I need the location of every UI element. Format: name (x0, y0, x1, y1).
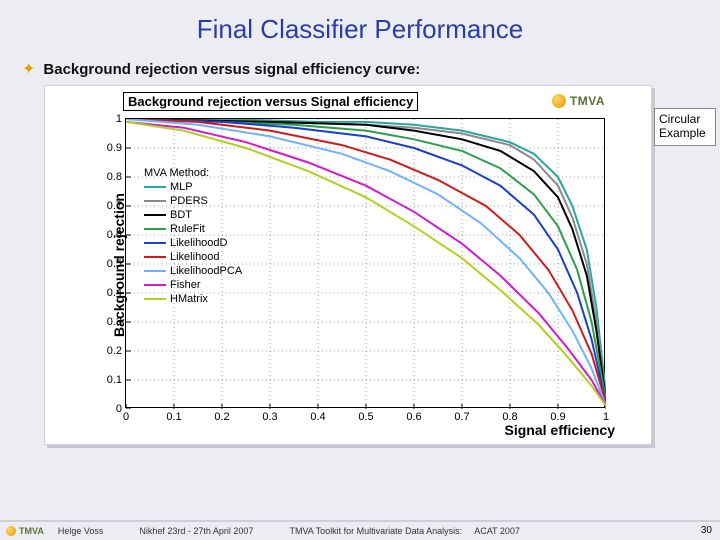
legend-label: PDERS (170, 195, 208, 207)
legend-label: HMatrix (170, 293, 208, 305)
legend-label: MLP (170, 181, 193, 193)
y-tick: 1 (96, 113, 122, 125)
legend-title: MVA Method: (144, 167, 242, 179)
x-tick: 0.5 (358, 411, 373, 423)
legend-item: Likelihood (144, 250, 242, 264)
y-tick: 0.5 (96, 258, 122, 270)
x-tick: 0.6 (406, 411, 421, 423)
legend-label: LikelihoodPCA (170, 265, 242, 277)
y-tick: 0.1 (96, 374, 122, 386)
y-tick: 0.6 (96, 229, 122, 241)
legend-item: MLP (144, 180, 242, 194)
legend-swatch (144, 228, 166, 230)
footer-logo-text: TMVA (19, 526, 44, 536)
legend-label: Fisher (170, 279, 201, 291)
x-tick: 0.4 (310, 411, 325, 423)
y-tick: 0.3 (96, 316, 122, 328)
page-number: 30 (701, 525, 712, 536)
legend-item: LikelihoodD (144, 236, 242, 250)
legend-label: Likelihood (170, 251, 220, 263)
y-tick: 0.7 (96, 200, 122, 212)
legend-item: Fisher (144, 278, 242, 292)
legend-label: RuleFit (170, 223, 205, 235)
legend-label: LikelihoodD (170, 237, 227, 249)
legend-item: LikelihoodPCA (144, 264, 242, 278)
legend-label: BDT (170, 209, 192, 221)
subtitle-row: ✦ Background rejection versus signal eff… (22, 59, 720, 79)
legend-item: PDERS (144, 194, 242, 208)
legend-swatch (144, 186, 166, 188)
legend-swatch (144, 298, 166, 300)
tmva-badge: TMVA (552, 94, 605, 108)
x-tick: 0 (123, 411, 129, 423)
x-tick: 0.3 (262, 411, 277, 423)
y-tick: 0 (96, 403, 122, 415)
page-title: Final Classifier Performance (0, 0, 720, 45)
legend-item: RuleFit (144, 222, 242, 236)
footer-toolkit: TMVA Toolkit for Multivariate Data Analy… (289, 526, 462, 536)
x-tick: 0.7 (454, 411, 469, 423)
legend-swatch (144, 214, 166, 216)
legend-swatch (144, 284, 166, 286)
x-tick: 0.1 (166, 411, 181, 423)
legend-swatch (144, 200, 166, 202)
tmva-logo-icon (552, 94, 566, 108)
x-axis-label: Signal efficiency (505, 422, 615, 438)
subtitle-text: Background rejection versus signal effic… (43, 61, 420, 78)
x-tick: 0.8 (502, 411, 517, 423)
footer-logo: TMVA (6, 526, 44, 536)
y-tick: 0.4 (96, 287, 122, 299)
footer-venue: Nikhef 23rd - 27th April 2007 (139, 526, 253, 536)
legend-item: HMatrix (144, 292, 242, 306)
legend-item: BDT (144, 208, 242, 222)
chart-container: Background rejection versus Signal effic… (44, 85, 652, 445)
plot-area: 00.10.20.30.40.50.60.70.80.9100.10.20.30… (125, 118, 605, 408)
bullet-icon: ✦ (22, 59, 35, 79)
footer-conf: ACAT 2007 (474, 526, 520, 536)
y-tick: 0.8 (96, 171, 122, 183)
chart-title: Background rejection versus Signal effic… (123, 92, 418, 111)
tmva-label: TMVA (570, 94, 605, 108)
x-tick: 0.9 (550, 411, 565, 423)
legend-swatch (144, 242, 166, 244)
y-tick: 0.9 (96, 142, 122, 154)
footer-logo-icon (6, 526, 16, 536)
callout-box: Circular Example (654, 108, 716, 146)
footer-author: Helge Voss (58, 526, 104, 536)
legend: MVA Method: MLP PDERS BDT RuleFit LikelihoodD… (144, 167, 242, 306)
x-tick: 1 (603, 411, 609, 423)
x-tick: 0.2 (214, 411, 229, 423)
legend-swatch (144, 256, 166, 258)
y-tick: 0.2 (96, 345, 122, 357)
legend-swatch (144, 270, 166, 272)
footer: TMVA Helge Voss Nikhef 23rd - 27th April… (0, 520, 720, 540)
